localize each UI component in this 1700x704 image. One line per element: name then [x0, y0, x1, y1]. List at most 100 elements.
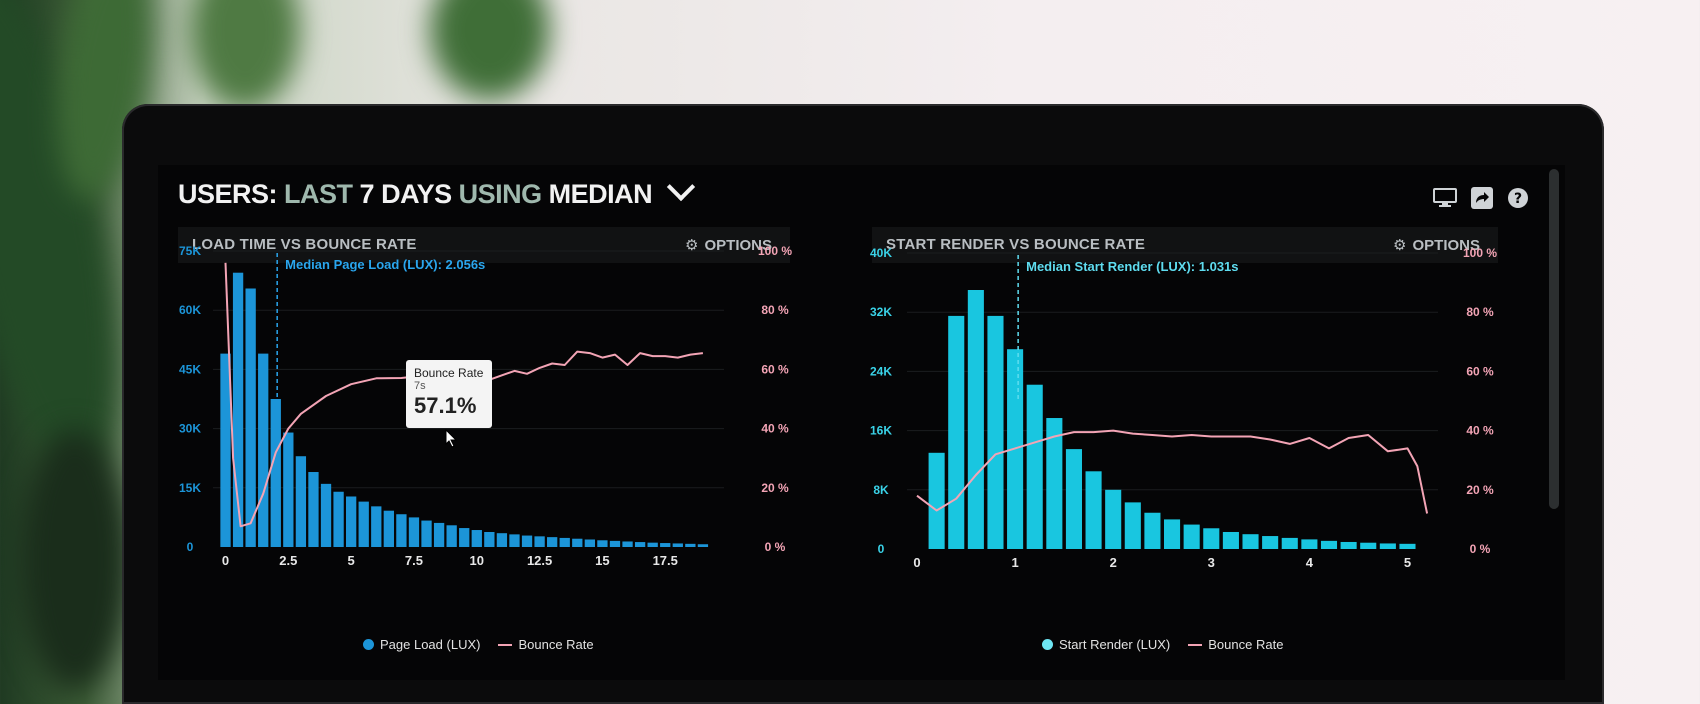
y-tick-label: 60K	[179, 303, 201, 317]
bar	[446, 525, 457, 547]
x-tick-label: 17.5	[653, 553, 678, 568]
background-plant-leaf	[20, 430, 130, 690]
bar	[622, 541, 633, 547]
bar	[283, 432, 294, 547]
x-tick-label: 4	[1306, 555, 1314, 570]
chevron-down-icon[interactable]	[667, 172, 696, 202]
y2-tick-label: 100 %	[758, 244, 792, 258]
y-tick-label: 8K	[873, 483, 889, 497]
y-tick-label: 0	[187, 540, 194, 554]
bar	[1085, 471, 1102, 549]
y-tick-label: 15K	[179, 481, 201, 495]
x-tick-label: 7.5	[405, 553, 423, 568]
bar	[1046, 418, 1063, 549]
bar	[258, 353, 269, 547]
title-prefix: USERS:	[178, 179, 278, 209]
load-time-chart: 0 0 % 15K 20 % 30K 40 % 45K 60 % 60K 80 % 75K 100 %…	[179, 244, 792, 568]
share-icon[interactable]	[1471, 187, 1493, 209]
y2-tick-label: 100 %	[1463, 246, 1497, 260]
y-tick-label: 32K	[870, 305, 892, 319]
dashboard-screen: USERS: LAST 7 DAYS USING MEDIAN ? LOAD T…	[158, 165, 1565, 680]
options-button[interactable]: ⚙ OPTIONS	[685, 236, 772, 254]
bounce-rate-tooltip: Bounce Rate 7s 57.1%	[406, 360, 492, 428]
gear-icon[interactable]: ⚙	[1393, 237, 1407, 254]
bar	[1242, 534, 1259, 549]
legend-line-label[interactable]: Bounce Rate	[518, 637, 594, 652]
bar	[1222, 531, 1239, 549]
panel-title: START RENDER VS BOUNCE RATE	[886, 236, 1146, 253]
legend-line-label[interactable]: Bounce Rate	[1208, 637, 1284, 652]
y2-tick-label: 60 %	[1466, 364, 1494, 378]
tooltip-sub: 7s	[414, 380, 426, 392]
bar	[597, 540, 608, 547]
bar	[496, 533, 508, 547]
bar	[1320, 540, 1338, 549]
top-toolbar: ?	[1433, 187, 1529, 209]
chart-legend: Page Load (LUX) Bounce Rate	[363, 637, 594, 652]
title-stat[interactable]: MEDIAN	[548, 179, 653, 209]
gear-icon[interactable]: ⚙	[685, 237, 699, 254]
bar	[358, 501, 369, 547]
bar	[371, 506, 382, 547]
x-tick-label: 1	[1011, 555, 1018, 570]
bar	[1262, 536, 1279, 549]
bar	[345, 496, 357, 547]
bar	[967, 290, 984, 549]
bar	[697, 544, 709, 547]
bar	[245, 288, 256, 547]
median-annotation: Median Start Render (LUX): 1.031s	[1026, 259, 1238, 274]
mouse-cursor-icon	[445, 429, 458, 448]
y2-tick-label: 60 %	[761, 362, 789, 376]
title-days[interactable]: 7 DAYS	[359, 179, 453, 209]
x-tick-label: 2	[1110, 555, 1117, 570]
monitor-icon[interactable]	[1433, 188, 1457, 208]
x-tick-label: 0	[222, 553, 229, 568]
bar	[408, 517, 420, 547]
x-tick-label: 2.5	[279, 553, 297, 568]
bar	[1026, 384, 1043, 549]
panel-title: LOAD TIME VS BOUNCE RATE	[192, 236, 417, 253]
bar	[1065, 449, 1082, 549]
bar	[1124, 502, 1141, 549]
legend-bar-swatch	[363, 639, 374, 650]
title-range: LAST	[284, 179, 353, 209]
bar	[521, 535, 533, 547]
y2-tick-label: 80 %	[1466, 305, 1494, 319]
options-button[interactable]: ⚙ OPTIONS	[1393, 236, 1480, 254]
bar	[459, 528, 470, 547]
bar	[948, 315, 965, 549]
start-render-panel: START RENDER VS BOUNCE RATE ⚙ OPTIONS 0 0 …	[870, 227, 1498, 667]
y-tick-label: 45K	[179, 362, 201, 376]
bounce-rate-line	[224, 262, 704, 528]
help-icon[interactable]: ?	[1507, 187, 1529, 209]
bounce-rate-line	[916, 429, 1429, 514]
scrollbar[interactable]	[1549, 169, 1559, 509]
bar	[647, 542, 658, 547]
title-using: USING	[458, 179, 543, 209]
bar	[471, 530, 482, 547]
bar	[509, 534, 520, 547]
bar	[609, 540, 621, 547]
start-render-chart: 0 0 % 8K 20 % 16K 40 % 24K 60 % 32K 80 % 40K 100 % 0…	[870, 246, 1497, 570]
bar	[987, 315, 1004, 549]
legend-bars-label[interactable]: Page Load (LUX)	[380, 637, 481, 652]
bar	[685, 543, 696, 547]
x-tick-label: 5	[348, 553, 355, 568]
bar	[308, 472, 319, 547]
bar	[1183, 524, 1200, 549]
bar	[484, 532, 495, 547]
y2-tick-label: 40 %	[761, 422, 789, 436]
bar	[383, 510, 394, 547]
legend-line-swatch	[1188, 643, 1203, 646]
y2-tick-label: 80 %	[761, 303, 789, 317]
bar	[572, 538, 583, 547]
bar	[660, 543, 671, 547]
bar	[1340, 541, 1357, 549]
bar	[396, 514, 407, 547]
y-tick-label: 0	[878, 542, 885, 556]
bar	[1301, 539, 1318, 549]
legend-bars-label[interactable]: Start Render (LUX)	[1059, 637, 1171, 652]
y-tick-label: 40K	[870, 246, 892, 260]
page-title[interactable]: USERS: LAST 7 DAYS USING MEDIAN	[178, 172, 696, 210]
bar	[1164, 519, 1181, 549]
